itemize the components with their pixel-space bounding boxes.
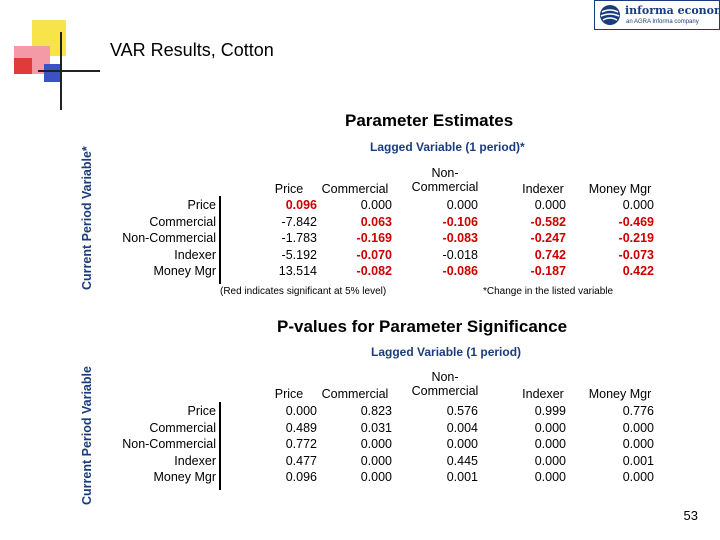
- table2-cell: 0.000: [622, 437, 654, 451]
- table2-cell: 0.000: [360, 453, 392, 468]
- table2-cell: 0.004: [446, 420, 478, 435]
- table1-cell: -0.070: [356, 247, 392, 262]
- table1-col-header: Commercial: [321, 182, 389, 196]
- table1-cell: -0.018: [442, 247, 478, 262]
- globe-icon: [600, 5, 620, 25]
- table2-cell: 0.096: [285, 470, 317, 484]
- table2-cell: 0.772: [285, 437, 317, 451]
- table1-divider: [219, 196, 221, 284]
- table2-title: P-values for Parameter Significance: [277, 317, 568, 336]
- table1-cell: 0.742: [534, 247, 566, 262]
- table2-lag-label: Lagged Variable (1 period): [371, 345, 522, 359]
- table2-cell: 0.000: [534, 470, 566, 484]
- table2-row-label: Commercial: [149, 420, 216, 435]
- table2-cell: 0.776: [622, 404, 654, 418]
- table2-cell: 0.489: [285, 420, 317, 435]
- table2-cell: 0.000: [622, 470, 654, 484]
- table2-cell: 0.001: [622, 453, 654, 468]
- table1-cell: 0.000: [360, 198, 392, 212]
- table2-row-label: Non-Commercial: [122, 437, 216, 451]
- table2-col-header: Price: [274, 387, 304, 401]
- deco-horizontal-line: [38, 70, 100, 72]
- table1-col-header: Money Mgr: [588, 182, 652, 196]
- table1-col-header-line: Commercial: [411, 180, 479, 194]
- table1-col-header: Price: [274, 182, 304, 196]
- slide-title: VAR Results, Cotton: [110, 40, 274, 60]
- table1-cell: -5.192: [281, 247, 317, 262]
- table1-cell: 0.000: [622, 198, 654, 212]
- table2-cell: 0.477: [285, 453, 317, 468]
- table2-cell: 0.445: [446, 453, 478, 468]
- table1-cell: -0.082: [356, 264, 392, 278]
- table1-cell: 0.063: [360, 214, 392, 229]
- table2-col-header: Indexer: [522, 387, 564, 401]
- table1-cell: -0.187: [530, 264, 566, 278]
- company-logo: informa economics an AGRA Informa compan…: [594, 0, 720, 30]
- table1-cell: -0.582: [530, 214, 566, 229]
- table1-row-label: Money Mgr: [153, 264, 216, 278]
- table1-cell: 13.514: [278, 264, 317, 278]
- table1-cell: -0.073: [618, 247, 654, 262]
- table2-col-header: Money Mgr: [588, 387, 652, 401]
- table2-row-label: Money Mgr: [153, 470, 216, 484]
- table2-cell: 0.000: [360, 470, 392, 484]
- table1-note-change: *Change in the listed variable: [483, 286, 614, 297]
- table1-cell: 0.422: [622, 264, 654, 278]
- table2-cell: 0.000: [534, 437, 566, 451]
- table1-cell: -0.247: [530, 231, 566, 245]
- table2-divider: [219, 402, 221, 490]
- table1-cell: -0.219: [618, 231, 654, 245]
- deco-red-square: [14, 58, 32, 74]
- table2-col-header: Commercial: [321, 387, 389, 401]
- logo-brand: informa economics: [625, 4, 720, 17]
- table1-cell: 0.096: [285, 198, 317, 212]
- table1-lag-label: Lagged Variable (1 period)*: [370, 140, 525, 154]
- table2-row-label: Indexer: [174, 453, 216, 468]
- table1-vertical-label: Current Period Variable*: [80, 146, 94, 290]
- table2-cell: 0.823: [360, 404, 392, 418]
- table2-cell: 0.001: [446, 470, 478, 484]
- table1-title: Parameter Estimates: [345, 111, 514, 130]
- table1-cell: 0.000: [534, 198, 566, 212]
- table2-cell: 0.000: [285, 404, 317, 418]
- table1-cell: -7.842: [281, 214, 317, 229]
- logo-tagline: an AGRA Informa company: [626, 19, 699, 25]
- table2-cell: 0.000: [534, 420, 566, 435]
- table2-cell: 0.000: [534, 453, 566, 468]
- deco-blue-square: [44, 64, 62, 82]
- table2-cell: 0.000: [446, 437, 478, 451]
- table1-cell: -0.086: [442, 264, 478, 278]
- table2-col-header-line: Commercial: [411, 384, 479, 398]
- table1-note-significance: (Red indicates significant at 5% level): [220, 286, 387, 297]
- table2-col-header: Non- Commercial: [405, 370, 485, 398]
- table1-row-label: Non-Commercial: [122, 231, 216, 245]
- table2-cell: 0.000: [360, 437, 392, 451]
- table1-col-header: Non- Commercial: [405, 166, 485, 194]
- table1-cell: -1.783: [281, 231, 317, 245]
- table1-cell: 0.000: [446, 198, 478, 212]
- table1-row-label: Commercial: [149, 214, 216, 229]
- table1-col-header-line: Non-: [431, 166, 459, 180]
- table1-cell: -0.106: [442, 214, 478, 229]
- table2-vertical-label: Current Period Variable: [80, 366, 94, 505]
- table2-cell: 0.000: [622, 420, 654, 435]
- table1-col-header: Indexer: [522, 182, 564, 196]
- table1-row-label: Price: [187, 198, 216, 212]
- table1-cell: -0.083: [442, 231, 478, 245]
- table2-col-header-line: Non-: [431, 370, 459, 384]
- table1-cell: -0.169: [356, 231, 392, 245]
- page-number: 53: [683, 508, 698, 523]
- table2-cell: 0.999: [534, 404, 566, 418]
- table2-cell: 0.031: [360, 420, 392, 435]
- table1-row-label: Indexer: [174, 247, 216, 262]
- table2-row-label: Price: [187, 404, 216, 418]
- table1-cell: -0.469: [618, 214, 654, 229]
- table2-cell: 0.576: [446, 404, 478, 418]
